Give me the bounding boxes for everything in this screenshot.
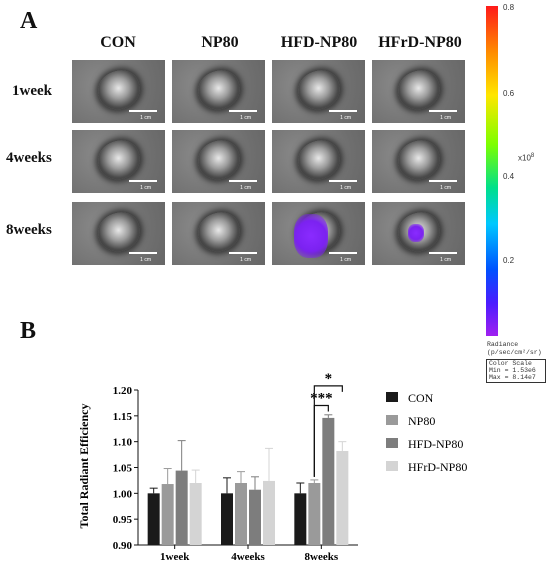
image-tile-np80-1week: 1 cm xyxy=(172,60,265,123)
bar xyxy=(294,493,307,545)
row-header-1week: 1week xyxy=(12,83,52,99)
x-tick-label: 4weeks xyxy=(231,551,265,563)
y-tick-label: 1.20 xyxy=(113,385,133,397)
bar xyxy=(161,484,174,545)
color-scale-min: Min = 1.53e6 xyxy=(489,367,536,374)
color-scale-label: Color Scale xyxy=(489,360,532,367)
scale-label: 1 cm xyxy=(340,115,351,121)
legend-swatch xyxy=(386,415,398,425)
y-tick-label: 1.10 xyxy=(113,437,133,449)
scale-bar xyxy=(229,110,257,112)
significance-label: * xyxy=(325,371,333,387)
row-header-4weeks: 4weeks xyxy=(6,150,52,166)
scale-label: 1 cm xyxy=(140,185,151,191)
colorbar-tick: 0.4 xyxy=(503,172,515,181)
column-header-hfrd-np80: HFrD-NP80 xyxy=(378,34,462,51)
legend: CON NP80 HFD-NP80 HFrD-NP80 xyxy=(386,391,467,474)
legend-swatch xyxy=(386,438,398,448)
scale-label: 1 cm xyxy=(340,257,351,263)
image-tile-con-1week: 1 cm xyxy=(72,60,165,123)
scale-label: 1 cm xyxy=(240,185,251,191)
legend-label: CON xyxy=(408,391,434,405)
bar xyxy=(322,417,335,545)
colorbar-tick: 0.6 xyxy=(503,89,515,98)
scale-label: 1 cm xyxy=(140,257,151,263)
colorbar-exponent: x108 xyxy=(518,153,535,163)
image-tile-hfd-np80-8weeks: 1 cm xyxy=(272,202,365,265)
scale-label: 1 cm xyxy=(340,185,351,191)
axes: 0.90 0.95 1.00 1.05 1.10 1.15 1.20 1week 4weeks 8… xyxy=(113,385,358,563)
color-scale-max: Max = 8.14e7 xyxy=(489,374,536,381)
image-tile-hfd-np80-1week: 1 cm xyxy=(272,60,365,123)
y-tick-label: 1.15 xyxy=(113,411,133,423)
bar xyxy=(147,493,160,545)
bar xyxy=(336,450,349,545)
image-tile-con-4weeks: 1 cm xyxy=(72,130,165,193)
image-tile-hfrd-np80-8weeks: 1 cm xyxy=(372,202,465,265)
scale-bar xyxy=(429,252,457,254)
image-tile-hfd-np80-4weeks: 1 cm xyxy=(272,130,365,193)
panel-a-letter: A xyxy=(20,8,38,34)
x-tick-label: 8weeks xyxy=(305,551,339,563)
bar xyxy=(235,483,247,545)
legend-label: NP80 xyxy=(408,414,435,428)
scale-label: 1 cm xyxy=(440,257,451,263)
scale-label: 1 cm xyxy=(440,185,451,191)
image-tile-hfrd-np80-4weeks: 1 cm xyxy=(372,130,465,193)
y-tick-label: 0.90 xyxy=(113,540,133,552)
column-header-con: CON xyxy=(100,34,136,51)
scale-label: 1 cm xyxy=(240,257,251,263)
radiance-colorbar xyxy=(486,6,498,336)
scale-bar xyxy=(329,252,357,254)
panel-b-letter: B xyxy=(20,318,37,344)
bar-group xyxy=(147,414,349,545)
legend-swatch xyxy=(386,392,398,402)
bar xyxy=(263,480,275,545)
image-tile-con-8weeks: 1 cm xyxy=(72,202,165,265)
fluorescence-signal xyxy=(294,214,328,258)
bar xyxy=(308,483,321,545)
scale-label: 1 cm xyxy=(240,115,251,121)
column-header-hfd-np80: HFD-NP80 xyxy=(280,34,358,51)
legend-label: HFD-NP80 xyxy=(408,437,463,451)
significance-label: *** xyxy=(310,391,333,407)
y-tick-label: 1.05 xyxy=(113,463,133,475)
bar xyxy=(221,493,233,545)
bar xyxy=(189,483,202,545)
legend-label: HFrD-NP80 xyxy=(408,460,467,474)
image-tile-np80-4weeks: 1 cm xyxy=(172,130,265,193)
x-tick-label: 1week xyxy=(160,551,190,563)
bar xyxy=(249,489,261,545)
scale-bar xyxy=(429,110,457,112)
significance-bracket xyxy=(313,385,343,477)
scale-bar xyxy=(129,110,157,112)
fluorescence-signal xyxy=(408,224,424,242)
image-tile-np80-8weeks: 1 cm xyxy=(172,202,265,265)
scale-bar xyxy=(129,252,157,254)
radiance-units: (p/sec/cm²/sr) xyxy=(487,349,542,356)
legend-swatch xyxy=(386,461,398,471)
significance-annotations: **** xyxy=(310,371,343,477)
y-tick-label: 0.95 xyxy=(113,514,133,526)
scale-label: 1 cm xyxy=(440,115,451,121)
row-header-8weeks: 8weeks xyxy=(6,222,52,238)
colorbar-tick: 0.2 xyxy=(503,256,515,265)
color-scale-box xyxy=(486,359,546,383)
bar xyxy=(175,470,188,545)
scale-bar xyxy=(229,252,257,254)
column-header-np80: NP80 xyxy=(201,34,239,51)
radiance-label: Radiance xyxy=(487,341,519,348)
scale-bar xyxy=(329,180,357,182)
colorbar-tick: 0.8 xyxy=(503,3,515,12)
scale-label: 1 cm xyxy=(140,115,151,121)
scale-bar xyxy=(429,180,457,182)
image-tile-hfrd-np80-1week: 1 cm xyxy=(372,60,465,123)
scale-bar xyxy=(129,180,157,182)
scale-bar xyxy=(229,180,257,182)
y-tick-label: 1.00 xyxy=(113,488,133,500)
y-axis-label: Total Radiant Efficiency xyxy=(77,404,91,529)
scale-bar xyxy=(329,110,357,112)
